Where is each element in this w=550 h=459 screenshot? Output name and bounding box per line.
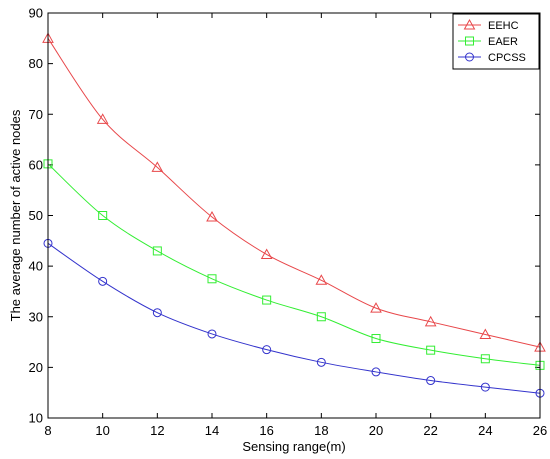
legend-marker (463, 18, 476, 30)
legend-marker (465, 36, 474, 46)
eehc-data-point (206, 210, 218, 222)
x-tick-label: 16 (259, 423, 273, 438)
y-tick-label: 90 (29, 6, 43, 21)
legend-label: EEHC (488, 20, 519, 32)
y-tick-label: 80 (29, 56, 43, 71)
legend-marker (465, 52, 474, 62)
series-line-eaer (47, 163, 541, 366)
legend-item-eaer: EAER (458, 36, 518, 48)
eaer-data-point (98, 211, 108, 220)
eehc-data-point (315, 274, 328, 285)
cpcss-data-point (480, 382, 490, 392)
series-eehc (42, 32, 546, 352)
cpcss-data-point (207, 329, 217, 339)
cpcss-data-point (371, 367, 381, 377)
x-tick-label: 20 (369, 423, 383, 438)
x-tick-label: 12 (150, 423, 164, 438)
y-tick-label: 20 (29, 360, 43, 375)
plot-area-frame (47, 12, 541, 419)
y-tick-label: 10 (29, 411, 43, 426)
y-tick-label: 70 (29, 107, 43, 122)
eaer-data-point (316, 312, 326, 322)
eehc-data-point (370, 302, 382, 313)
legend-item-eehc: EEHC (458, 18, 519, 32)
eaer-data-point (371, 334, 381, 344)
series-eaer (43, 159, 545, 370)
x-axis-title: Sensing range(m) (242, 439, 345, 454)
eaer-data-point (152, 246, 162, 256)
legend-item-cpcss: CPCSS (458, 52, 526, 64)
series-cpcss (43, 238, 545, 398)
series-line-eehc (47, 38, 541, 348)
x-tick-label: 24 (478, 423, 492, 438)
eehc-data-point (260, 248, 273, 259)
cpcss-data-point (98, 276, 108, 286)
eaer-data-point (480, 354, 490, 364)
x-tick-label: 26 (533, 423, 547, 438)
eehc-data-point (424, 315, 437, 327)
x-tick-label: 22 (423, 423, 437, 438)
y-tick-label: 50 (29, 208, 43, 223)
y-tick-label: 30 (29, 309, 43, 324)
cpcss-data-point (316, 357, 326, 367)
cpcss-data-point (262, 345, 272, 355)
legend: EEHC EAER CPCSS (452, 13, 540, 70)
eaer-data-point (426, 345, 436, 355)
y-tick-label: 40 (29, 259, 43, 274)
eehc-data-point (96, 113, 109, 124)
y-axis-title: The average number of active nodes (8, 109, 23, 321)
x-tick-label: 10 (95, 423, 109, 438)
y-tick-label: 60 (29, 157, 43, 172)
eaer-data-point (207, 274, 217, 284)
x-tick-label: 8 (44, 423, 51, 438)
eehc-data-point (151, 161, 164, 172)
x-tick-label: 18 (314, 423, 328, 438)
legend-label: EAER (488, 36, 518, 48)
cpcss-data-point (426, 376, 436, 386)
cpcss-data-point (152, 308, 162, 318)
legend-label: CPCSS (488, 52, 526, 64)
eaer-data-point (262, 295, 272, 305)
series-line-cpcss (47, 242, 541, 394)
eehc-data-point (479, 328, 492, 339)
x-tick-label: 14 (205, 423, 219, 438)
